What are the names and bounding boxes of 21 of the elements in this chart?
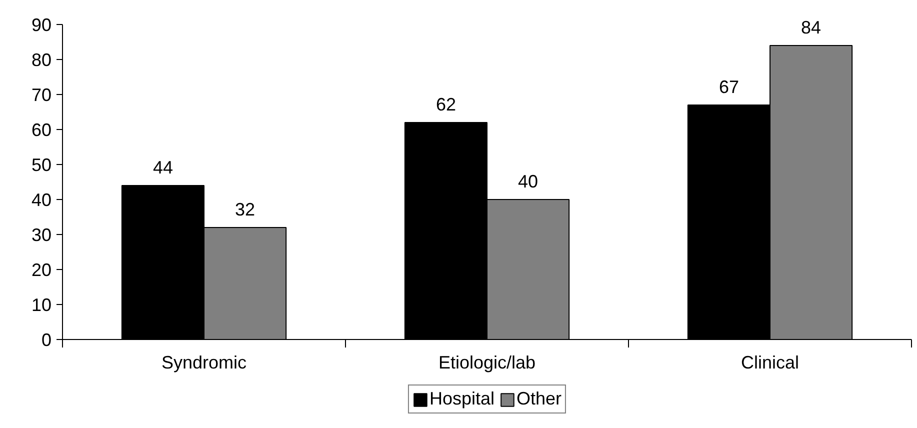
data-label: 62 [436,94,456,115]
legend-label: Hospital [429,388,494,410]
y-tick-label: 40 [31,190,52,210]
y-tick-label: 70 [31,85,52,106]
y-tick-label: 10 [31,295,52,316]
x-tick-label: Clinical [740,352,800,372]
y-tick-label: 80 [31,50,52,70]
data-label: 44 [152,158,173,178]
y-tick-label: 0 [41,330,52,350]
y-tick-label: 20 [31,260,52,280]
y-tick-label: 30 [31,225,52,246]
data-label: 40 [518,172,538,192]
legend-label: Other [516,388,562,410]
data-label: 32 [235,200,256,220]
y-tick-label: 90 [31,15,52,36]
data-label: 84 [801,18,822,38]
y-tick-label: 60 [31,120,52,140]
x-tick-label: Etiologic/lab [438,352,536,372]
x-tick-label: Syndromic [161,352,247,372]
y-tick-label: 50 [31,155,52,176]
data-label: 67 [718,77,739,98]
